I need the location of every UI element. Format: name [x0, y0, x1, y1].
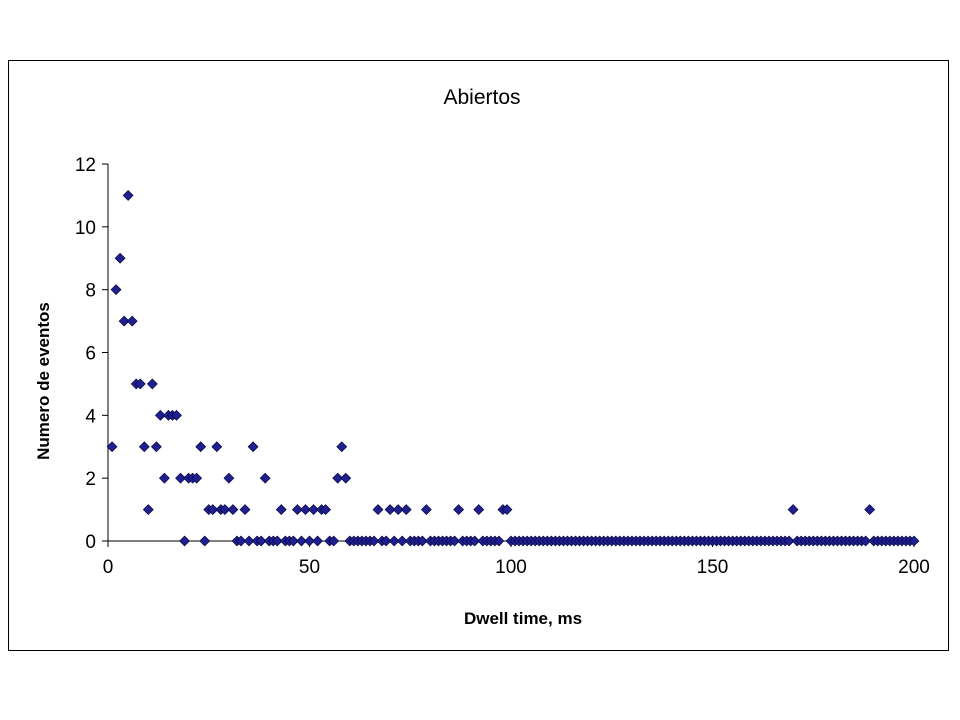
data-point [396, 535, 408, 547]
data-point [312, 535, 323, 547]
data-point [787, 504, 799, 516]
data-point [142, 504, 154, 516]
data-point [420, 504, 432, 516]
y-tick-label: 2 [85, 469, 96, 490]
data-point [126, 315, 138, 327]
data-point [154, 409, 166, 421]
data-point [146, 378, 158, 390]
data-point [195, 441, 207, 453]
x-tick-label: 200 [898, 557, 930, 578]
x-tick-label: 50 [299, 557, 320, 578]
data-point [449, 535, 461, 547]
data-point [134, 378, 146, 390]
data-point [239, 504, 251, 516]
chart-title: Abiertos [443, 86, 520, 109]
data-point [320, 504, 332, 516]
y-tick-label: 4 [85, 406, 96, 427]
data-point [388, 535, 400, 547]
data-points [106, 189, 920, 547]
y-tick-label: 0 [85, 532, 96, 553]
data-point [138, 441, 150, 453]
data-point [247, 441, 259, 453]
data-point [372, 504, 384, 516]
data-point [493, 535, 505, 547]
data-point [114, 252, 126, 264]
data-point [380, 535, 392, 547]
data-point [122, 189, 134, 201]
y-tick-label: 8 [85, 281, 96, 302]
data-point [287, 535, 299, 547]
data-point [255, 535, 267, 547]
data-point [211, 441, 223, 453]
data-point [308, 504, 319, 516]
data-point [171, 409, 182, 421]
data-point [473, 504, 485, 516]
y-axis-ticks: 0 2 4 6 8 10 12 [75, 155, 108, 553]
data-point [235, 535, 247, 547]
data-point [501, 504, 513, 516]
data-point [118, 315, 130, 327]
data-point [259, 472, 271, 484]
data-point [227, 504, 239, 516]
data-point [453, 504, 465, 516]
data-point [860, 535, 872, 547]
data-point [384, 504, 396, 516]
chart-frame: Abiertos 0 2 4 6 8 10 12 0 50 100 150 200 Dwell ti… [8, 60, 949, 651]
data-point [243, 535, 255, 547]
data-point [416, 535, 428, 547]
y-tick-label: 12 [75, 155, 96, 176]
data-point [336, 441, 348, 453]
data-point [207, 504, 219, 516]
data-point [368, 535, 380, 547]
data-point [400, 504, 412, 516]
x-tick-label: 0 [103, 557, 114, 578]
data-point [300, 504, 311, 516]
x-axis-label: Dwell time, ms [464, 609, 582, 628]
x-tick-label: 150 [697, 557, 729, 578]
data-point [908, 535, 920, 547]
y-tick-label: 6 [85, 344, 96, 365]
data-point [179, 535, 190, 547]
y-axis-label: Numero de eventos [34, 302, 53, 460]
data-point [332, 472, 344, 484]
data-point [291, 504, 303, 516]
data-point [469, 535, 481, 547]
data-point [392, 504, 404, 516]
data-point [328, 535, 340, 547]
x-axis-ticks: 0 50 100 150 200 [103, 541, 930, 578]
data-point [304, 535, 315, 547]
data-point [275, 504, 287, 516]
data-point [106, 441, 118, 453]
y-tick-label: 10 [75, 218, 96, 239]
data-point [864, 504, 876, 516]
data-point [150, 441, 162, 453]
data-point [175, 472, 186, 484]
data-point [158, 472, 170, 484]
data-point [191, 472, 203, 484]
x-tick-label: 100 [495, 557, 527, 578]
scatter-chart: Abiertos 0 2 4 6 8 10 12 0 50 100 150 200 Dwell ti… [34, 86, 930, 628]
data-point [783, 535, 795, 547]
data-point [340, 472, 352, 484]
data-point [110, 284, 122, 296]
data-point [199, 535, 211, 547]
data-point [223, 472, 235, 484]
data-point [219, 504, 231, 516]
data-point [296, 535, 307, 547]
data-point [271, 535, 283, 547]
